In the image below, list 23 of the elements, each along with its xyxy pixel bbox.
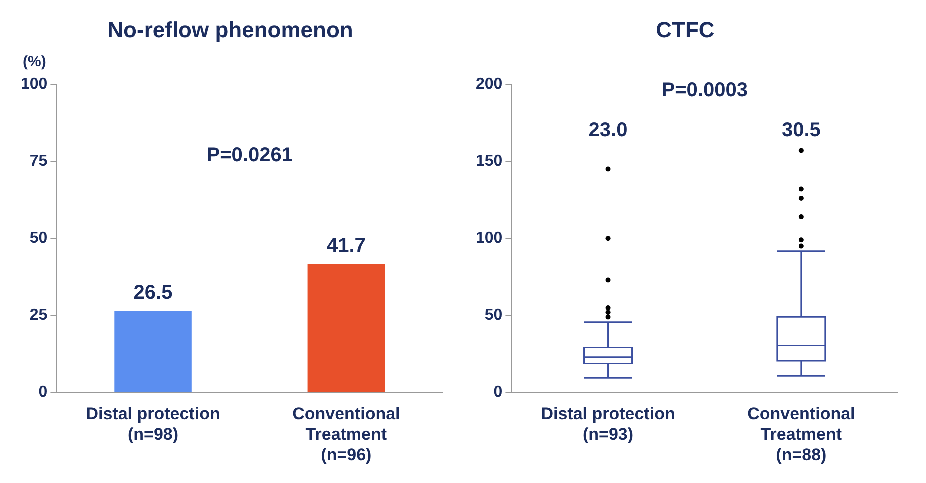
annotation: P=0.0261 xyxy=(206,144,293,166)
y-tick-label: 50 xyxy=(484,307,503,324)
x-tick-label: Distal protection (n=98) xyxy=(86,404,220,444)
y-tick-label: 100 xyxy=(20,76,48,93)
y-tick-label: 150 xyxy=(476,152,503,170)
y-tick-label: 0 xyxy=(38,384,48,402)
y-tick-label: 200 xyxy=(476,76,503,93)
y-tick-label: 75 xyxy=(30,152,48,170)
data-label: 26.5 xyxy=(134,282,173,304)
y-tick-label: 50 xyxy=(30,230,48,248)
chart-title: No-reflow phenomenon xyxy=(108,17,354,42)
chart-title: CTFC xyxy=(656,17,715,42)
x-tick-label: Distal protection (n=93) xyxy=(541,404,676,444)
y-tick-label: 25 xyxy=(30,307,48,324)
data-label: 41.7 xyxy=(326,235,366,258)
x-tick-label: Conventional Treatment (n=96) xyxy=(292,404,400,464)
y-axis-title: (%) xyxy=(23,53,46,70)
x-tick-label: Conventional Treatment (n=88) xyxy=(748,404,856,464)
annotation: 23.0 xyxy=(588,119,628,142)
y-tick-label: 0 xyxy=(494,384,503,402)
y-tick-label: 100 xyxy=(476,230,503,248)
annotation: P=0.0003 xyxy=(662,79,748,102)
annotation: 30.5 xyxy=(782,119,821,142)
